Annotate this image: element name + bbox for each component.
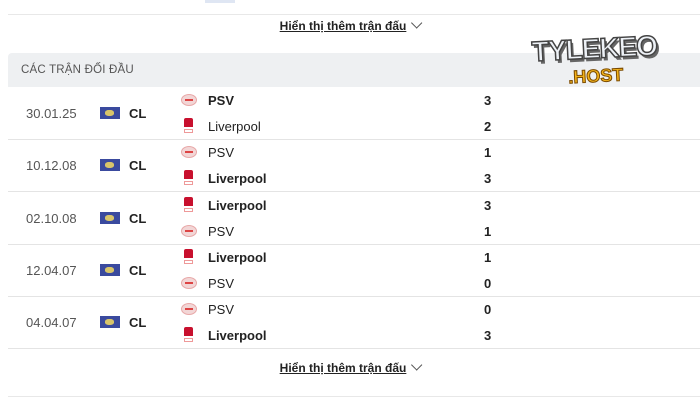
show-more-label[interactable]: Hiển thị thêm trận đấu <box>279 361 407 375</box>
match-date: 12.04.07 <box>26 262 77 278</box>
match-date: 04.04.07 <box>26 315 77 331</box>
watermark-logo: TYLEKEO .HOST <box>529 29 662 90</box>
world-flag-icon <box>100 263 120 276</box>
competition-label: CL <box>129 158 147 174</box>
chevron-down-icon <box>410 359 423 371</box>
team-score: 3 <box>484 328 492 344</box>
psv-crest-icon <box>181 94 197 106</box>
competition-label: CL <box>129 106 147 121</box>
team-score: 2 <box>484 119 492 134</box>
liverpool-crest-icon <box>184 196 193 212</box>
watermark-line1: TYLEKEO <box>530 29 658 68</box>
team-score: 0 <box>484 302 492 318</box>
show-more-label[interactable]: Hiển thị thêm trận đấu <box>279 19 407 33</box>
psv-crest-icon <box>181 224 197 237</box>
team-name: PSV <box>208 223 235 239</box>
team-score: 1 <box>484 145 492 161</box>
team-name: Liverpool <box>208 171 267 187</box>
divider <box>8 396 700 397</box>
match-date: 30.01.25 <box>26 106 77 121</box>
competition-label: CL <box>129 210 147 226</box>
competition-label: CL <box>129 315 147 331</box>
match-row[interactable]: 04.04.07 CL PSV 0 Liverpool 3 <box>8 296 700 350</box>
world-flag-icon <box>100 316 120 329</box>
show-more-button-top[interactable]: Hiển thị thêm trận đấu <box>279 17 423 34</box>
world-flag-icon <box>100 211 120 224</box>
team-name: Liverpool <box>208 197 267 213</box>
team-score: 3 <box>484 171 492 187</box>
liverpool-crest-icon <box>184 118 193 133</box>
match-date: 10.12.08 <box>26 158 77 174</box>
world-flag-icon <box>100 107 120 119</box>
liverpool-crest-icon <box>184 248 193 264</box>
match-row[interactable]: 12.04.07 CL Liverpool 1 PSV 0 <box>8 244 700 297</box>
match-date: 02.10.08 <box>26 210 77 226</box>
team-score: 1 <box>484 249 492 265</box>
match-row[interactable]: 10.12.08 CL PSV 1 Liverpool 3 <box>8 139 700 193</box>
world-flag-icon <box>100 159 120 172</box>
team-score: 3 <box>484 197 492 213</box>
liverpool-crest-icon <box>184 327 193 343</box>
show-more-button-bottom[interactable]: Hiển thị thêm trận đấu <box>279 359 423 376</box>
divider <box>8 14 700 15</box>
psv-crest-icon <box>181 146 197 159</box>
team-name: Liverpool <box>208 119 261 134</box>
team-name: Liverpool <box>208 249 267 265</box>
section-header: CÁC TRẬN ĐỐI ĐẦU <box>8 53 700 87</box>
section-title: CÁC TRẬN ĐỐI ĐẦU <box>21 64 134 76</box>
match-row[interactable]: 30.01.25 CL PSV 3 Liverpool 2 <box>8 87 700 140</box>
team-name: PSV <box>208 93 235 108</box>
team-name: PSV <box>208 145 235 161</box>
team-name: PSV <box>208 275 235 291</box>
chevron-down-icon <box>410 17 423 29</box>
match-row[interactable]: 02.10.08 CL Liverpool 3 PSV 1 <box>8 192 700 245</box>
tab-indicator <box>205 0 235 3</box>
team-name: PSV <box>208 302 235 318</box>
psv-crest-icon <box>181 276 197 289</box>
team-score: 1 <box>484 223 492 239</box>
competition-label: CL <box>129 262 147 278</box>
liverpool-crest-icon <box>184 170 193 186</box>
team-name: Liverpool <box>208 328 267 344</box>
psv-crest-icon <box>181 303 197 316</box>
team-score: 0 <box>484 275 492 291</box>
team-score: 3 <box>484 93 492 108</box>
